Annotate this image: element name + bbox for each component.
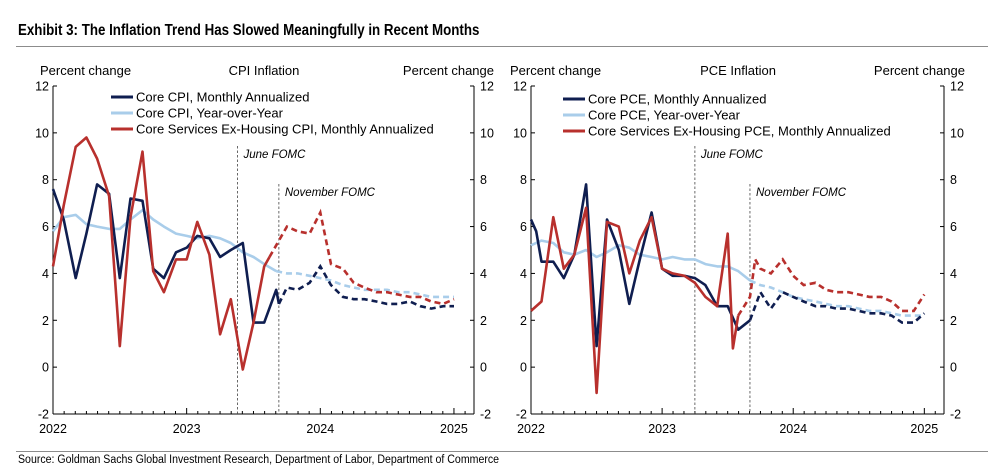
- y-tick-label-left: -2: [516, 408, 527, 422]
- y-tick-label-right: 12: [950, 80, 964, 94]
- y-tick-label-left: 6: [520, 220, 527, 234]
- y-axis-title-right: Percent change: [874, 63, 965, 78]
- y-tick-label-left: 0: [520, 361, 527, 375]
- legend-label: Core CPI, Year-over-Year: [136, 106, 284, 121]
- y-axis-title-left: Percent change: [40, 63, 131, 78]
- y-tick-label-left: 12: [35, 80, 49, 94]
- x-tick-label: 2025: [910, 422, 938, 436]
- y-tick-label-left: 6: [42, 220, 49, 234]
- x-tick-label: 2024: [306, 422, 334, 436]
- fomc-label: November FOMC: [285, 187, 376, 199]
- y-tick-label-left: 8: [520, 173, 527, 187]
- series-line-navy-actual: [529, 183, 751, 348]
- series-line-navy-forecast: [277, 263, 454, 310]
- fomc-label: June FOMC: [700, 149, 764, 161]
- series-line-lightblue-forecast: [275, 269, 454, 299]
- y-tick-label-right: 0: [480, 361, 487, 375]
- x-tick-label: 2023: [648, 422, 676, 436]
- y-tick-label-left: 8: [42, 173, 49, 187]
- y-tick-label-right: 6: [950, 220, 957, 234]
- y-tick-label-right: 4: [950, 267, 957, 281]
- y-tick-label-right: 8: [480, 173, 487, 187]
- series-line-red-actual: [530, 206, 740, 395]
- legend-label: Core PCE, Monthly Annualized: [588, 92, 766, 107]
- y-tick-label-left: 10: [513, 126, 527, 140]
- y-tick-label-right: 6: [480, 220, 487, 234]
- series-line-navy-forecast: [748, 289, 926, 324]
- source-rule: [16, 451, 988, 452]
- chart-title: CPI Inflation: [229, 63, 300, 78]
- series-line-red-forecast: [268, 208, 455, 306]
- y-tick-label-left: 4: [42, 267, 49, 281]
- y-tick-label-right: 12: [480, 80, 494, 94]
- fomc-label: June FOMC: [242, 149, 306, 161]
- legend-label: Core PCE, Year-over-Year: [588, 108, 741, 123]
- y-tick-label-right: 10: [480, 126, 494, 140]
- y-tick-label-right: -2: [950, 408, 961, 422]
- x-tick-label: 2024: [779, 422, 807, 436]
- series-line-red-actual: [51, 136, 271, 371]
- y-tick-label-right: -2: [480, 408, 491, 422]
- x-tick-label: 2022: [517, 422, 545, 436]
- y-axis-title-right: Percent change: [403, 63, 494, 78]
- legend-label: Core Services Ex-Housing CPI, Monthly An…: [136, 122, 434, 137]
- series-line-lightblue-actual: [51, 208, 277, 273]
- y-tick-label-right: 2: [480, 314, 487, 328]
- y-axis-title-left: Percent change: [510, 63, 601, 78]
- title-rule: [16, 46, 988, 47]
- y-tick-label-left: 0: [42, 361, 49, 375]
- y-tick-label-right: 0: [950, 361, 957, 375]
- series-line-red-forecast: [737, 255, 926, 317]
- legend-label: Core CPI, Monthly Annualized: [136, 90, 309, 105]
- source-note: Source: Goldman Sachs Global Investment …: [18, 454, 500, 466]
- y-tick-label-left: 2: [42, 314, 49, 328]
- legend-label: Core Services Ex-Housing PCE, Monthly An…: [588, 124, 891, 139]
- y-tick-label-left: 2: [520, 314, 527, 328]
- y-tick-label-right: 4: [480, 267, 487, 281]
- x-tick-label: 2022: [39, 422, 67, 436]
- y-tick-label-right: 10: [950, 126, 964, 140]
- series-line-lightblue-forecast: [749, 279, 925, 317]
- exhibit-title: Exhibit 3: The Inflation Trend Has Slowe…: [18, 22, 480, 39]
- fomc-label: November FOMC: [756, 187, 847, 199]
- chart-title: PCE Inflation: [700, 63, 776, 78]
- y-tick-label-left: 12: [513, 80, 527, 94]
- y-tick-label-right: 8: [950, 173, 957, 187]
- series-line-navy-actual: [51, 183, 281, 324]
- y-tick-label-right: 2: [950, 314, 957, 328]
- y-tick-label-left: 10: [35, 126, 49, 140]
- y-tick-label-left: 4: [520, 267, 527, 281]
- x-tick-label: 2023: [173, 422, 201, 436]
- y-tick-label-left: -2: [38, 408, 49, 422]
- x-tick-label: 2025: [440, 422, 468, 436]
